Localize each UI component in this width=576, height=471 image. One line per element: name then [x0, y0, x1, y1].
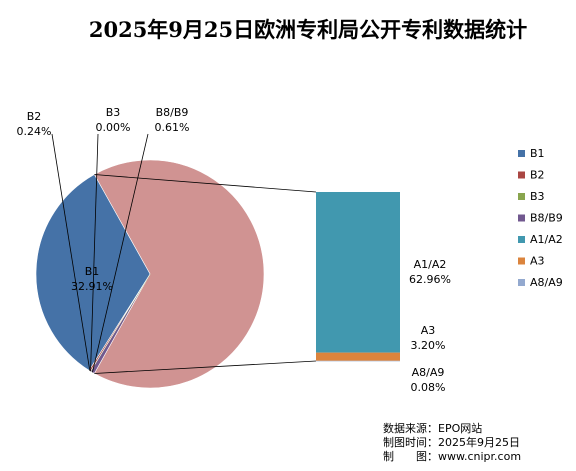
label-pct-b2: 0.24%: [17, 125, 52, 138]
legend-label-a3: A3: [530, 255, 545, 268]
legend-label-b3: B3: [530, 190, 545, 203]
legend-label-b1: B1: [530, 147, 545, 160]
label-name-b2: B2: [27, 110, 42, 123]
label-name-a1-a2: A1/A2: [414, 258, 447, 271]
legend: B1 B2 B3 B8/B9 A1/A2 A3 A8/A9: [518, 147, 563, 289]
label-pct-b3: 0.00%: [96, 121, 131, 134]
legend-swatch-b3: [518, 193, 525, 200]
label-name-a3: A3: [421, 324, 436, 337]
label-pct-b8-b9: 0.61%: [155, 121, 190, 134]
source-block: 数据来源：EPO网站 制图时间：2025年9月25日 制 图：www.cnipr…: [383, 421, 521, 463]
source-line-3: 制 图：www.cnipr.com: [383, 450, 521, 463]
label-pct-a3: 3.20%: [411, 339, 446, 352]
pie-group: [36, 160, 264, 388]
source-line-2: 制图时间：2025年9月25日: [383, 435, 520, 449]
bar-segment-a8-a9: [316, 361, 400, 362]
label-name-b8-b9: B8/B9: [156, 106, 189, 119]
label-name-b1: B1: [85, 265, 100, 278]
label-name-b3: B3: [106, 106, 121, 119]
legend-swatch-a1-a2: [518, 236, 525, 243]
legend-label-a8-a9: A8/A9: [530, 276, 563, 289]
legend-label-b8-b9: B8/B9: [530, 212, 563, 225]
bar-segment-a3: [316, 353, 400, 361]
legend-swatch-b1: [518, 150, 525, 157]
legend-swatch-a3: [518, 258, 525, 265]
legend-swatch-b8-b9: [518, 215, 525, 222]
legend-swatch-b2: [518, 172, 525, 179]
legend-label-b2: B2: [530, 169, 545, 182]
chart-title: 2025年9月25日欧洲专利局公开专利数据统计: [89, 17, 527, 42]
bar-group: [316, 192, 400, 361]
source-line-1: 数据来源：EPO网站: [383, 421, 482, 435]
legend-swatch-a8-a9: [518, 279, 525, 286]
legend-label-a1-a2: A1/A2: [530, 233, 563, 246]
label-pct-a1-a2: 62.96%: [409, 273, 451, 286]
label-name-a8-a9: A8/A9: [412, 366, 445, 379]
label-pct-a8-a9: 0.08%: [411, 381, 446, 394]
bar-segment-a1-a2: [316, 192, 400, 353]
